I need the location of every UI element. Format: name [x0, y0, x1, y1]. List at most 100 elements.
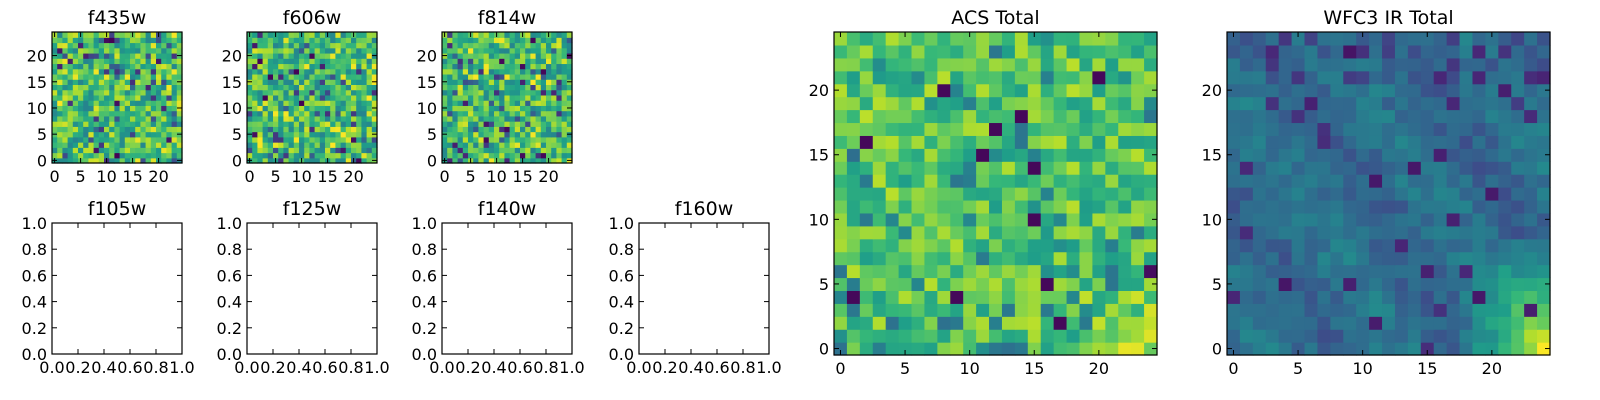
- heatmap-cell: [283, 52, 290, 59]
- heatmap-cell: [1511, 251, 1525, 266]
- heatmap-cell: [520, 126, 526, 133]
- heatmap-cell: [62, 100, 69, 106]
- heatmap-cell: [140, 58, 147, 65]
- heatmap-cell: [1304, 44, 1319, 59]
- heatmap-cell: [1524, 303, 1538, 317]
- heatmap-cell: [546, 63, 552, 70]
- heatmap-cell: [335, 84, 342, 91]
- heatmap-cell: [530, 147, 537, 154]
- heatmap-cell: [278, 131, 284, 138]
- heatmap-cell: [67, 142, 74, 148]
- heatmap-cell: [114, 157, 121, 164]
- heatmap-cell: [1524, 290, 1538, 304]
- heatmap-cell: [1252, 329, 1267, 343]
- heatmap-cell: [124, 37, 131, 44]
- heatmap-cell: [1537, 290, 1551, 304]
- heatmap-cell: [1537, 148, 1551, 162]
- heatmap-cell: [114, 58, 121, 65]
- heatmap-cell: [356, 58, 362, 65]
- heatmap-cell: [171, 126, 178, 133]
- heatmap-cell: [273, 136, 279, 143]
- heatmap-cell: [309, 147, 316, 154]
- heatmap-cell: [1420, 316, 1435, 330]
- heatmap-cell: [1433, 32, 1448, 46]
- heatmap-cell: [156, 37, 162, 44]
- heatmap-cell: [247, 136, 253, 143]
- heatmap-cell: [859, 264, 874, 279]
- heatmap-cell: [561, 115, 568, 122]
- y-tick-label: 15: [222, 73, 242, 92]
- heatmap-cell: [57, 94, 63, 101]
- heatmap-cell: [161, 52, 167, 59]
- heatmap-cell: [963, 277, 977, 291]
- heatmap-cell: [330, 73, 336, 80]
- heatmap-cell: [457, 94, 464, 101]
- heatmap-cell: [1131, 238, 1145, 253]
- heatmap-cell: [176, 84, 183, 91]
- heatmap-cell: [885, 199, 900, 214]
- heatmap-cell: [319, 142, 326, 148]
- heatmap-cell: [1369, 44, 1383, 59]
- heatmap-cell: [1105, 174, 1119, 188]
- heatmap-cell: [540, 37, 547, 44]
- heatmap-cell: [525, 121, 531, 127]
- heatmap-cell: [898, 148, 913, 162]
- heatmap-cell: [1105, 212, 1119, 227]
- heatmap-cell: [299, 105, 305, 112]
- heatmap-cell: [273, 110, 279, 117]
- heatmap-cell: [98, 84, 105, 91]
- heatmap-cell: [62, 89, 69, 96]
- heatmap-cell: [88, 32, 95, 38]
- x-tick-label: 5: [900, 359, 910, 378]
- heatmap-cell: [67, 58, 74, 65]
- heatmap-cell: [319, 136, 326, 143]
- heatmap-cell: [93, 84, 100, 91]
- heatmap-cell: [535, 152, 542, 159]
- heatmap-cell: [1459, 238, 1474, 253]
- heatmap-cell: [1079, 290, 1093, 304]
- heatmap-cell: [1459, 187, 1474, 201]
- heatmap-cell: [561, 121, 568, 127]
- heatmap-cell: [442, 136, 448, 143]
- heatmap-cell: [1304, 290, 1319, 304]
- heatmap-cell: [924, 316, 938, 330]
- heatmap-cell: [483, 63, 490, 70]
- heatmap-cell: [473, 152, 479, 159]
- heatmap-cell: [1498, 174, 1512, 188]
- heatmap-cell: [366, 63, 373, 70]
- heatmap-cell: [1330, 32, 1344, 46]
- heatmap-cell: [1304, 83, 1319, 98]
- heatmap-cell: [859, 32, 874, 46]
- heatmap-cell: [83, 147, 89, 154]
- heatmap-cell: [1537, 44, 1551, 59]
- heatmap-cell: [963, 70, 977, 85]
- heatmap-cell: [267, 73, 274, 80]
- heatmap-cell: [976, 342, 990, 356]
- heatmap-cell: [366, 115, 373, 122]
- heatmap-cell: [561, 58, 568, 65]
- heatmap-cell: [504, 105, 511, 112]
- heatmap-cell: [859, 225, 874, 240]
- heatmap-cell: [504, 42, 511, 49]
- heatmap-cell: [520, 105, 526, 112]
- heatmap-cell: [247, 42, 253, 49]
- heatmap-cell: [319, 152, 326, 159]
- heatmap-cell: [1420, 329, 1435, 343]
- heatmap-cell: [371, 89, 378, 96]
- heatmap-cell: [442, 68, 448, 75]
- heatmap-cell: [1369, 277, 1383, 291]
- heatmap-cell: [1498, 122, 1512, 136]
- heatmap-cell: [514, 73, 521, 80]
- heatmap-cell: [566, 110, 573, 117]
- heatmap-cell: [166, 152, 173, 159]
- heatmap-cell: [1265, 329, 1280, 343]
- heatmap-cell: [566, 136, 573, 143]
- heatmap-cell: [1118, 83, 1132, 98]
- heatmap-cell: [846, 57, 861, 72]
- heatmap-cell: [88, 110, 95, 117]
- heatmap-cell: [104, 105, 110, 112]
- heatmap-cell: [356, 79, 362, 85]
- heatmap-cell: [171, 63, 178, 70]
- heatmap-cell: [114, 47, 121, 54]
- heatmap-cell: [872, 316, 887, 330]
